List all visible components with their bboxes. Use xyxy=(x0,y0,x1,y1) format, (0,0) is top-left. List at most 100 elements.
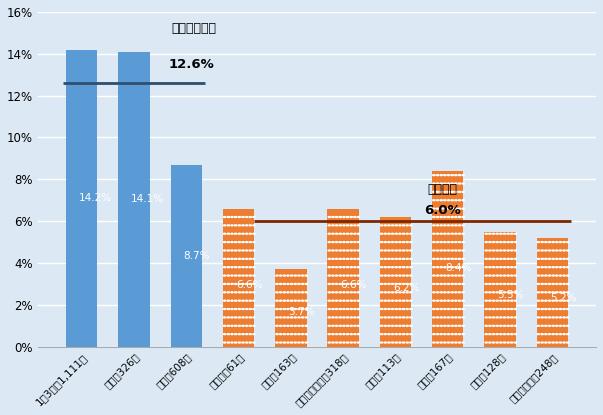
Circle shape xyxy=(433,183,435,184)
Circle shape xyxy=(227,300,230,301)
Circle shape xyxy=(380,292,383,293)
Text: 14.1%: 14.1% xyxy=(131,194,165,204)
Circle shape xyxy=(567,342,569,343)
Circle shape xyxy=(552,342,554,343)
Circle shape xyxy=(455,292,457,293)
Circle shape xyxy=(455,300,457,301)
Circle shape xyxy=(358,275,360,276)
Text: 地方平均: 地方平均 xyxy=(428,183,458,196)
Circle shape xyxy=(279,342,282,343)
Circle shape xyxy=(440,342,443,343)
Circle shape xyxy=(253,225,255,226)
Circle shape xyxy=(409,325,412,326)
Circle shape xyxy=(511,342,513,343)
Circle shape xyxy=(399,267,401,268)
Circle shape xyxy=(440,175,443,176)
Circle shape xyxy=(242,342,244,343)
Circle shape xyxy=(556,292,558,293)
Circle shape xyxy=(455,283,457,284)
Circle shape xyxy=(343,250,345,251)
Circle shape xyxy=(444,309,446,310)
Circle shape xyxy=(328,283,330,284)
Circle shape xyxy=(283,342,285,343)
Circle shape xyxy=(433,342,435,343)
Circle shape xyxy=(391,283,394,284)
Circle shape xyxy=(395,317,397,318)
Circle shape xyxy=(563,292,565,293)
Circle shape xyxy=(440,325,443,326)
Circle shape xyxy=(328,342,330,343)
Circle shape xyxy=(433,191,435,192)
Circle shape xyxy=(500,233,502,234)
Circle shape xyxy=(548,300,551,301)
Circle shape xyxy=(302,292,304,293)
Circle shape xyxy=(395,309,397,310)
Circle shape xyxy=(541,325,543,326)
Circle shape xyxy=(332,275,334,276)
Circle shape xyxy=(227,317,230,318)
Circle shape xyxy=(287,309,289,310)
Circle shape xyxy=(384,275,387,276)
Circle shape xyxy=(433,200,435,201)
Circle shape xyxy=(291,342,293,343)
Circle shape xyxy=(402,292,405,293)
Text: 6.0%: 6.0% xyxy=(424,204,461,217)
Circle shape xyxy=(560,292,561,293)
Circle shape xyxy=(433,283,435,284)
Circle shape xyxy=(504,267,506,268)
Circle shape xyxy=(298,317,300,318)
Circle shape xyxy=(335,233,338,234)
Circle shape xyxy=(339,233,341,234)
Circle shape xyxy=(238,283,241,284)
Circle shape xyxy=(391,342,394,343)
Circle shape xyxy=(552,309,554,310)
Circle shape xyxy=(488,342,491,343)
Circle shape xyxy=(305,283,308,284)
Circle shape xyxy=(328,275,330,276)
Circle shape xyxy=(354,233,356,234)
Circle shape xyxy=(350,233,352,234)
Circle shape xyxy=(380,325,383,326)
Circle shape xyxy=(511,292,513,293)
Circle shape xyxy=(391,233,394,234)
Circle shape xyxy=(291,325,293,326)
Circle shape xyxy=(541,300,543,301)
Circle shape xyxy=(227,292,230,293)
Circle shape xyxy=(552,292,554,293)
Circle shape xyxy=(305,300,308,301)
Circle shape xyxy=(552,275,554,276)
Circle shape xyxy=(305,275,308,276)
Circle shape xyxy=(332,309,334,310)
Circle shape xyxy=(253,233,255,234)
Circle shape xyxy=(447,267,450,268)
Circle shape xyxy=(493,300,494,301)
Circle shape xyxy=(440,309,443,310)
Circle shape xyxy=(343,233,345,234)
Circle shape xyxy=(339,342,341,343)
Circle shape xyxy=(548,342,551,343)
Circle shape xyxy=(451,233,453,234)
Circle shape xyxy=(406,300,408,301)
Bar xyxy=(223,209,254,347)
Text: 8.4%: 8.4% xyxy=(445,263,472,273)
Circle shape xyxy=(545,267,547,268)
Circle shape xyxy=(253,250,255,251)
Circle shape xyxy=(291,275,293,276)
Circle shape xyxy=(380,342,383,343)
Circle shape xyxy=(560,342,561,343)
Circle shape xyxy=(504,292,506,293)
Circle shape xyxy=(552,300,554,301)
Circle shape xyxy=(354,342,356,343)
Circle shape xyxy=(548,283,551,284)
Circle shape xyxy=(388,225,390,226)
Circle shape xyxy=(567,292,569,293)
Circle shape xyxy=(328,309,330,310)
Circle shape xyxy=(433,208,435,209)
Circle shape xyxy=(447,175,450,176)
Circle shape xyxy=(406,292,408,293)
Circle shape xyxy=(437,283,439,284)
Circle shape xyxy=(391,250,394,251)
Circle shape xyxy=(444,175,446,176)
Circle shape xyxy=(545,317,547,318)
Circle shape xyxy=(458,233,461,234)
